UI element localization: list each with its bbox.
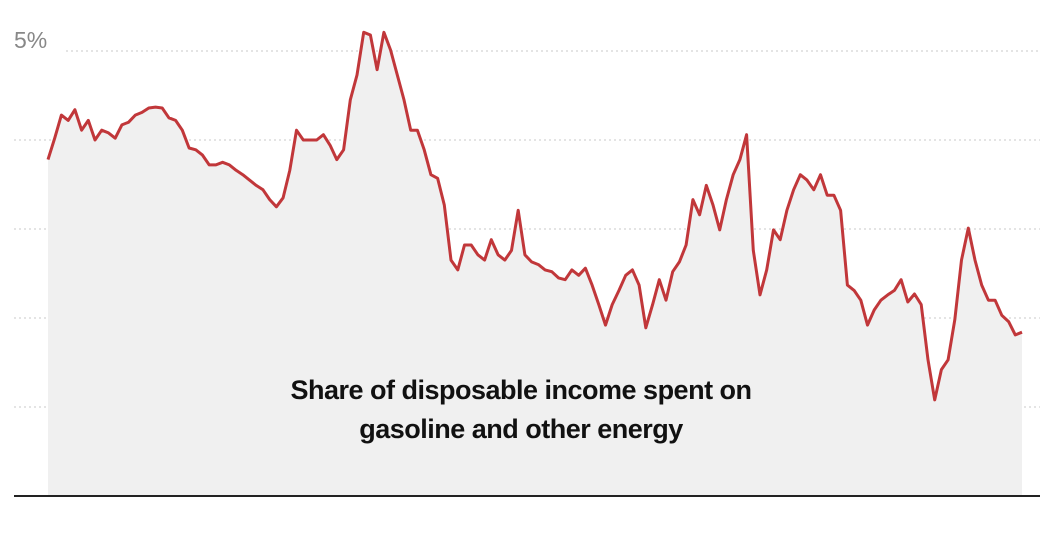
line bbox=[46, 30, 1023, 402]
annotation-line: Share of disposable income spent on bbox=[290, 375, 751, 405]
y-tick-label: 5% bbox=[14, 27, 47, 53]
plot bbox=[46, 30, 1023, 497]
annotation-line: gasoline and other energy bbox=[359, 414, 683, 444]
